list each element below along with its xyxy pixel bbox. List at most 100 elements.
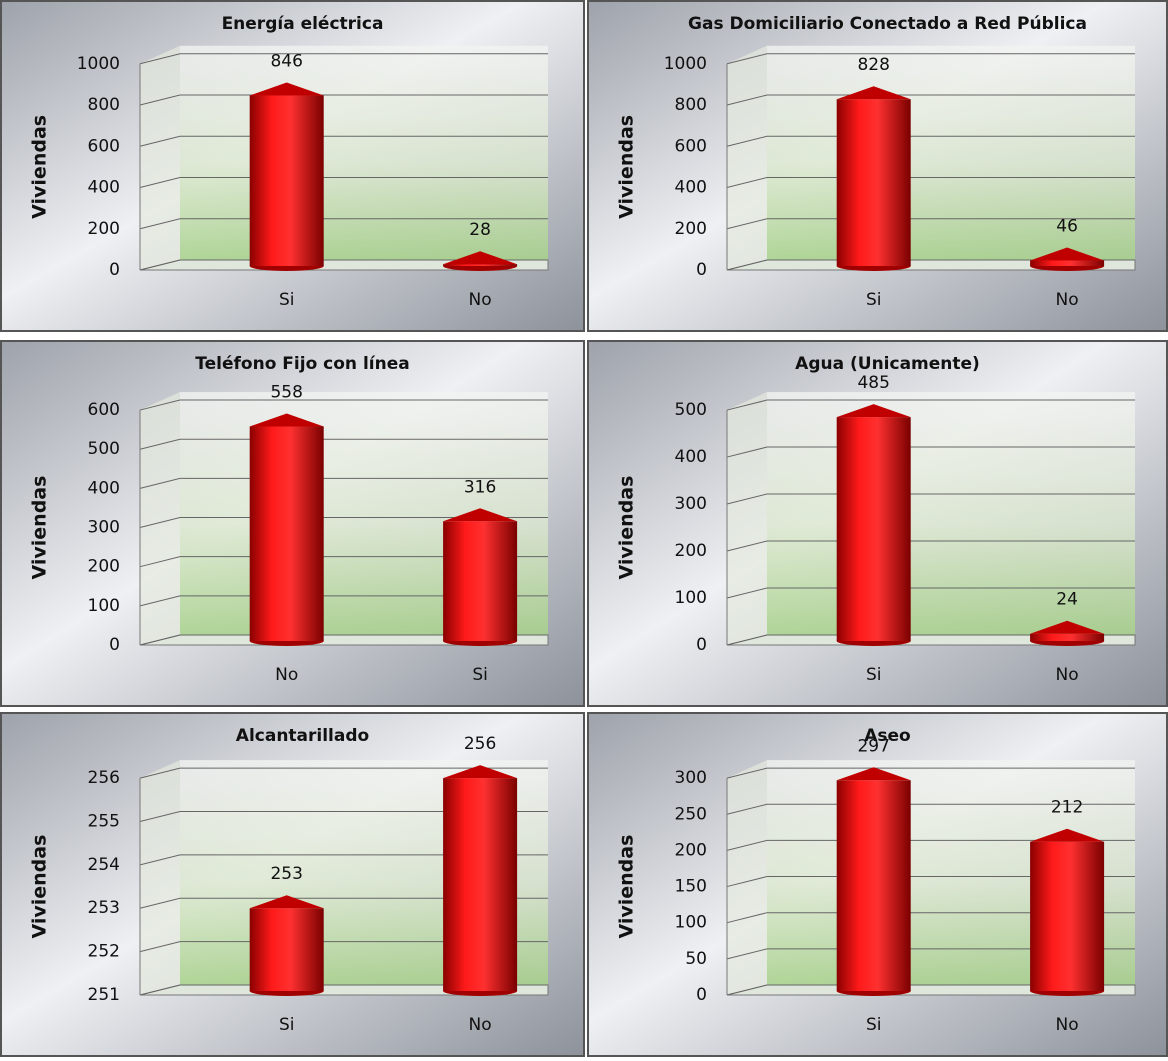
grid-line: [726, 984, 1135, 996]
side-wall: [727, 392, 767, 645]
y-tick-label: 50: [685, 949, 707, 969]
y-tick-label: 600: [88, 400, 120, 420]
chart-panel: 0 100 200 300 400 500 Agua (Unicamente) Viviend…: [587, 340, 1168, 707]
y-tick-label: 253: [88, 898, 120, 918]
bar: [249, 908, 324, 991]
grid-line: [726, 218, 1135, 230]
x-tick-label: Si: [866, 1015, 882, 1035]
data-label: 485: [857, 373, 889, 393]
bar-cap: [1030, 620, 1105, 634]
side-wall: [727, 760, 767, 995]
chart-title: Energía eléctrica: [222, 14, 384, 34]
back-wall: [767, 392, 1135, 635]
x-tick-label: No: [1056, 665, 1079, 685]
y-axis-label: Viviendas: [29, 115, 51, 219]
grid-line: [139, 399, 548, 411]
x-tick-label: No: [1056, 1015, 1079, 1035]
grid-line: [139, 94, 548, 106]
grid-line: [139, 984, 548, 996]
bar: [836, 417, 911, 641]
data-label: 846: [270, 52, 302, 72]
bar-cap: [836, 86, 911, 100]
bar: [836, 780, 911, 991]
data-label: 316: [464, 477, 496, 497]
grid-line: [726, 839, 1135, 851]
grid-line: [139, 218, 548, 230]
y-tick-label: 200: [675, 219, 707, 239]
grid-line: [139, 438, 548, 450]
x-tick-label: Si: [866, 665, 882, 685]
y-tick-label: 0: [696, 635, 707, 655]
grid-line: [139, 634, 548, 646]
y-tick-label: 1000: [77, 54, 120, 74]
bar-cap: [249, 895, 324, 909]
data-label: 558: [270, 383, 302, 403]
grid-line: [726, 446, 1135, 458]
y-tick-label: 600: [675, 136, 707, 156]
x-tick-label: Si: [472, 665, 488, 685]
grid-line: [139, 941, 548, 953]
data-label: 46: [1056, 217, 1078, 237]
data-label: 297: [857, 736, 889, 756]
y-axis-label: Viviendas: [616, 835, 638, 939]
bar-cap: [1030, 247, 1105, 261]
y-axis-label: Viviendas: [616, 476, 638, 580]
y-tick-label: 200: [675, 541, 707, 561]
data-label: 256: [464, 734, 496, 754]
grid-line: [139, 556, 548, 568]
y-tick-label: 400: [88, 478, 120, 498]
side-wall: [140, 392, 180, 645]
bar: [1030, 260, 1105, 266]
y-tick-label: 100: [675, 588, 707, 608]
data-label: 828: [857, 55, 889, 75]
back-wall: [180, 45, 548, 261]
chart-title: Agua (Unicamente): [795, 354, 980, 374]
grid-line: [726, 948, 1135, 960]
y-tick-label: 255: [88, 811, 120, 831]
chart-title: Alcantarillado: [236, 726, 369, 746]
grid-line: [139, 53, 548, 65]
bar: [443, 521, 518, 641]
y-tick-label: 400: [88, 178, 120, 198]
chart-panel: 0 200 400 600 800 1000 Energía eléctrica Vivien…: [0, 0, 585, 332]
grid-line: [726, 399, 1135, 411]
chart-panel: 0 100 200 300 400 500 600 Teléfono Fijo con lín…: [0, 340, 585, 707]
grid-line: [139, 595, 548, 607]
y-tick-label: 800: [675, 95, 707, 115]
y-tick-label: 400: [675, 447, 707, 467]
grid-line: [726, 803, 1135, 815]
grid-line: [726, 259, 1135, 271]
y-tick-label: 500: [675, 400, 707, 420]
bar-cap: [249, 413, 324, 427]
y-tick-label: 100: [88, 596, 120, 616]
grid-line: [139, 477, 548, 489]
chart-panel: 0 50 100 150 200 250 300 Aseo Viviendas Si 297 No 21…: [587, 712, 1168, 1057]
grid-line: [726, 767, 1135, 779]
x-tick-label: Si: [279, 290, 295, 310]
bar: [443, 778, 518, 991]
data-label: 28: [469, 220, 491, 240]
chart-title: Gas Domiciliario Conectado a Red Pública: [688, 14, 1087, 34]
chart-title: Teléfono Fijo con línea: [195, 354, 409, 374]
chart-panel: 0 200 400 600 800 1000 Gas Domiciliario Conect…: [587, 0, 1168, 332]
grid-line: [139, 259, 548, 271]
y-tick-label: 251: [88, 985, 120, 1005]
grid-line: [726, 876, 1135, 888]
y-tick-label: 150: [675, 877, 707, 897]
grid-line: [139, 767, 548, 779]
bar: [1030, 841, 1105, 991]
y-axis-label: Viviendas: [29, 835, 51, 939]
y-tick-label: 256: [88, 768, 120, 788]
y-tick-label: 300: [675, 768, 707, 788]
chart-panel: 251 252 253 254 255 256 Alcantarillado Vivienda…: [0, 712, 585, 1057]
bar-cap: [249, 82, 324, 96]
bar-cap: [443, 251, 518, 265]
y-tick-label: 0: [109, 260, 120, 280]
y-axis-label: Viviendas: [616, 115, 638, 219]
bar: [1030, 633, 1105, 641]
y-tick-label: 800: [88, 95, 120, 115]
x-tick-label: Si: [279, 1015, 295, 1035]
y-tick-label: 254: [88, 855, 120, 875]
